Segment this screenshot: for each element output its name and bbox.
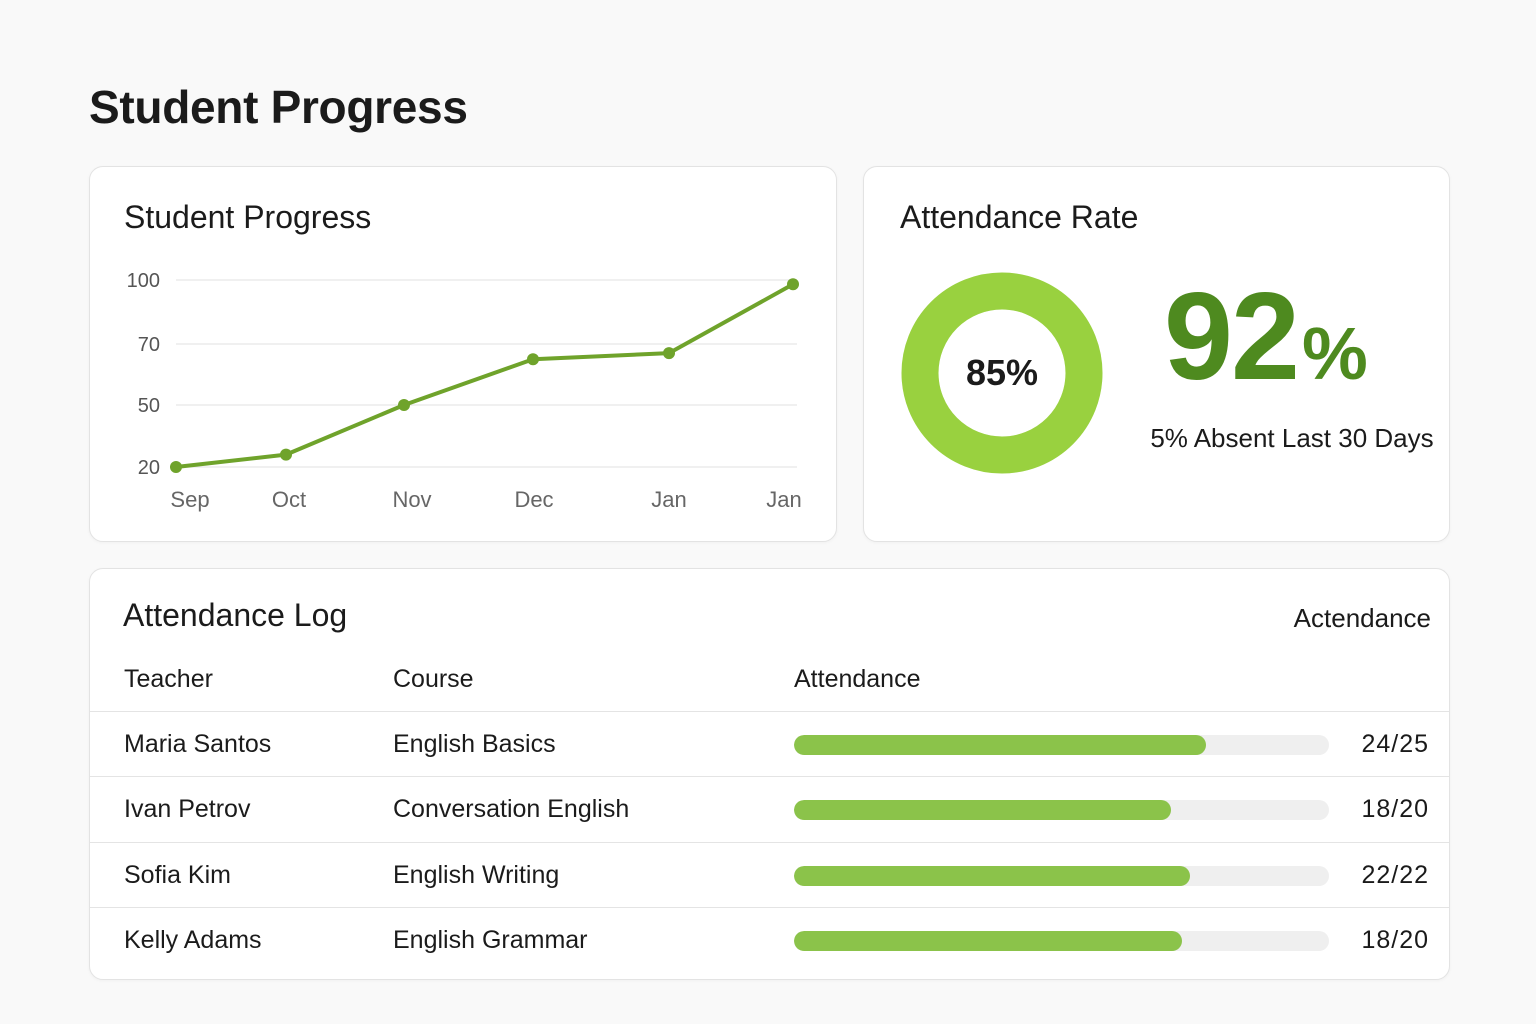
table-row[interactable]: Sofia Kim English Writing 22/22	[90, 842, 1449, 908]
y-tick-label: 20	[138, 457, 160, 479]
attendance-count: 22/22	[1361, 861, 1429, 889]
attendance-bar-fill	[794, 735, 1206, 755]
attendance-bar-fill	[794, 800, 1172, 820]
teacher-name: Maria Santos	[124, 730, 272, 758]
progress-card-title: Student Progress	[124, 199, 372, 235]
attendance-bar	[794, 866, 1329, 886]
x-tick-label: Sep	[170, 487, 209, 512]
x-tick-label: Dec	[514, 487, 553, 512]
course-name: English Basics	[393, 730, 556, 758]
data-point	[280, 448, 292, 461]
teacher-name: Ivan Petrov	[124, 795, 251, 823]
attendance-bar-fill	[794, 931, 1182, 951]
column-header-attendance[interactable]: Attendance	[794, 665, 921, 693]
x-tick-label: Jan	[651, 487, 686, 512]
column-header-teacher[interactable]: Teacher	[124, 665, 213, 693]
rate-percent-sign: %	[1301, 312, 1368, 395]
absent-note: 5% Absent Last 30 Days	[1150, 423, 1434, 453]
x-tick-label: Oct	[272, 487, 306, 512]
attendance-bar	[794, 931, 1329, 951]
x-tick-label: Nov	[392, 487, 431, 512]
attendance-log-card: Attendance Log Actendance Teacher Course…	[89, 568, 1450, 980]
course-name: English Grammar	[393, 926, 588, 954]
teacher-name: Kelly Adams	[124, 926, 262, 954]
column-header-course[interactable]: Course	[393, 665, 474, 693]
rate-number: 92	[1164, 268, 1300, 406]
y-tick-label: 100	[127, 270, 160, 292]
attendance-bar	[794, 735, 1329, 755]
attendance-bar	[794, 800, 1329, 820]
attendance-card-title: Attendance Rate	[900, 199, 1139, 235]
table-row[interactable]: Kelly Adams English Grammar 18/20	[90, 907, 1449, 973]
attendance-count: 18/20	[1361, 926, 1429, 954]
attendance-rate-value: 92%	[1164, 275, 1368, 399]
data-point	[787, 278, 799, 291]
page-title: Student Progress	[89, 81, 468, 133]
donut-value-label: 85%	[965, 352, 1039, 393]
data-point	[527, 353, 539, 366]
attendance-rate-card: Attendance Rate 85% 92% 5% Absent Last 3…	[863, 166, 1450, 542]
table-row[interactable]: Ivan Petrov Conversation English 18/20	[90, 776, 1449, 842]
series-line	[174, 282, 795, 469]
attendance-filter-label[interactable]: Actendance	[1293, 603, 1431, 633]
progress-chart-card: Student Progress 20 50 70 100 Sep Oct Nov Dec Ja…	[89, 166, 837, 542]
attendance-log-title: Attendance Log	[123, 597, 348, 633]
data-point	[170, 461, 182, 473]
data-point	[398, 399, 410, 411]
x-tick-label: Jan	[766, 487, 801, 512]
course-name: Conversation English	[393, 795, 630, 823]
course-name: English Writing	[393, 861, 560, 889]
teacher-name: Sofia Kim	[124, 861, 231, 889]
y-tick-label: 70	[138, 334, 160, 356]
data-point	[663, 347, 675, 360]
attendance-donut: 85%	[900, 271, 1104, 475]
progress-line-chart: 20 50 70 100 Sep Oct Nov Dec Jan Jan	[127, 270, 802, 512]
attendance-count: 24/25	[1361, 730, 1429, 758]
attendance-bar-fill	[794, 866, 1190, 886]
table-row[interactable]: Maria Santos English Basics 24/25	[90, 711, 1449, 777]
attendance-count: 18/20	[1361, 795, 1429, 823]
donut-arc	[901, 272, 1103, 474]
y-tick-label: 50	[138, 395, 160, 417]
